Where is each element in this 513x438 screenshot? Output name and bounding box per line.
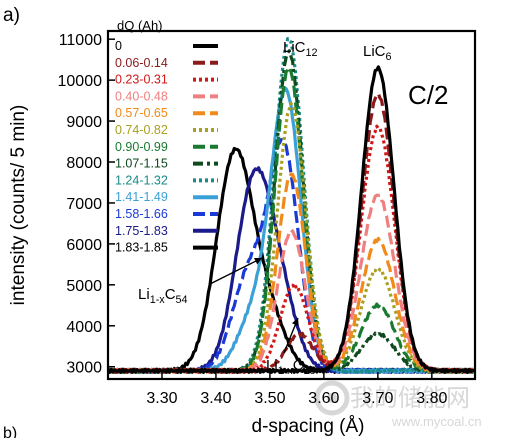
- series-line-6: [108, 101, 475, 374]
- y-tick-label: 5000: [66, 278, 102, 295]
- peak-annotations: LiC12 LiC6 Li1-xC54 Li1-xC18: [138, 39, 392, 377]
- x-tick-label: 3.40: [200, 390, 231, 407]
- legend-entry-label: 0.90-0.99: [115, 140, 168, 154]
- y-tick-label: 8000: [66, 155, 102, 172]
- watermark: 我的储能网 www.mycoal.cn: [314, 380, 482, 429]
- legend-entry-label: 1.07-1.15: [115, 157, 168, 171]
- x-axis-ticks: 3.30 3.40 3.50 3.60 3.70 3.80: [146, 372, 447, 407]
- next-panel-label-fragment: b): [3, 425, 17, 438]
- legend: dQ (Ah) 0 0.06-0.14 0.23-0.31 0.40-0.48 0.57…: [115, 18, 218, 255]
- legend-entry-label: 0.23-0.31: [115, 73, 168, 87]
- y-tick-label: 4000: [66, 319, 102, 336]
- x-axis-label: d-spacing (Å): [252, 416, 365, 437]
- y-tick-label: 9000: [66, 114, 102, 131]
- y-tick-label: 7000: [66, 196, 102, 213]
- annotation-arrow: [209, 257, 263, 285]
- x-tick-label: 3.50: [254, 390, 285, 407]
- legend-entry-label: 0.40-0.48: [115, 89, 168, 103]
- y-tick-label: 6000: [66, 237, 102, 254]
- y-axis-ticks: 3000 4000 5000 6000 7000 8000 9000 10000 11000: [58, 32, 115, 377]
- x-tick-label: 3.30: [146, 390, 177, 407]
- legend-entry-label: 0.74-0.82: [115, 123, 168, 137]
- legend-entry-label: 0: [115, 39, 122, 53]
- legend-entry-label: 1.58-1.66: [115, 207, 168, 221]
- phase-label: LiC12: [283, 39, 318, 59]
- watermark-text: 我的储能网: [350, 384, 470, 412]
- plot-frame: [106, 29, 477, 381]
- legend-entry-label: 0.06-0.14: [115, 56, 168, 70]
- phase-label: LiC6: [363, 43, 392, 63]
- x-tick-label: 3.80: [416, 390, 447, 407]
- y-tick-label: 3000: [66, 360, 102, 377]
- x-tick-label: 3.70: [362, 390, 393, 407]
- legend-title: dQ (Ah): [117, 18, 163, 33]
- phase-label: Li1-xC54: [138, 286, 188, 306]
- legend-entry-label: 1.75-1.83: [115, 224, 168, 238]
- series-line-9: [108, 37, 475, 374]
- c-rate-label: C/2: [408, 80, 448, 110]
- legend-entry-label: 1.41-1.49: [115, 190, 168, 204]
- x-tick-label: 3.60: [308, 390, 339, 407]
- y-tick-label: 10000: [58, 73, 103, 90]
- series-curves: [108, 37, 475, 374]
- series-line-1: [108, 65, 475, 374]
- phase-label: Li1-xC18: [266, 357, 316, 377]
- arrow-head: [291, 318, 299, 326]
- arrow-head: [254, 257, 262, 265]
- legend-entry-label: 0.57-0.65: [115, 106, 168, 120]
- legend-entry-label: 1.83-1.85: [115, 241, 168, 255]
- watermark-url: www.mycoal.cn: [391, 414, 482, 429]
- y-axis-label: intensity (counts/ 5 min): [8, 105, 29, 306]
- legend-entry-label: 1.24-1.32: [115, 173, 168, 187]
- panel-label: a): [3, 5, 20, 26]
- y-tick-label: 11000: [59, 32, 102, 49]
